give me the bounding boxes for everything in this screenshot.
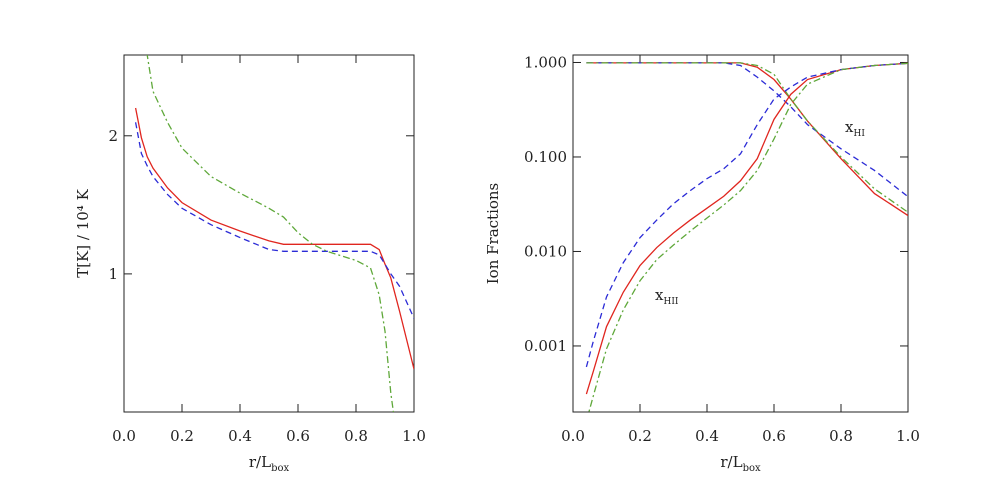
data-line <box>588 62 908 412</box>
y-axis-label: T[K] / 10⁴ K <box>74 188 92 277</box>
data-line <box>134 122 414 319</box>
x-tick-label: 0.4 <box>228 427 252 445</box>
data-line <box>585 62 908 395</box>
data-line <box>585 62 908 368</box>
annotation: xHI <box>845 118 865 139</box>
data-line <box>134 107 414 370</box>
annotation: xHII <box>655 286 679 307</box>
series-group <box>585 62 908 412</box>
y-tick-label: 1.000 <box>524 53 567 71</box>
x-axis-label: r/Lbox <box>720 453 761 474</box>
x-tick-label: 1.0 <box>402 427 426 445</box>
x-axis-label-sub: box <box>743 463 761 474</box>
data-line <box>586 62 908 217</box>
x-tick-label: 0.0 <box>561 427 585 445</box>
y-tick-label: 0.010 <box>524 242 567 260</box>
x-tick-label: 0.2 <box>628 427 652 445</box>
x-tick-label: 0.8 <box>829 427 853 445</box>
x-tick-label: 0.4 <box>695 427 719 445</box>
y-tick-label: 0.001 <box>524 337 567 355</box>
series-group <box>134 55 414 412</box>
y-tick-label: 2 <box>108 127 118 145</box>
x-axis-label-sub: box <box>271 463 289 474</box>
x-axis-label-text: r/L <box>720 453 742 471</box>
data-line <box>146 55 395 412</box>
x-axis-label-text: r/L <box>249 453 271 471</box>
plot-frame <box>123 54 415 413</box>
x-tick-label: 1.0 <box>896 427 920 445</box>
x-tick-label: 0.8 <box>344 427 368 445</box>
x-tick-label: 0.2 <box>170 427 194 445</box>
plot-frame <box>572 54 909 413</box>
y-axis-label: Ion Fractions <box>484 183 502 285</box>
y-tick-label: 1 <box>108 265 118 283</box>
data-line <box>586 62 908 213</box>
x-tick-label: 0.6 <box>762 427 786 445</box>
x-tick-label: 0.0 <box>112 427 136 445</box>
y-tick-label: 0.100 <box>524 148 567 166</box>
x-axis-label: r/Lbox <box>249 453 290 474</box>
x-tick-label: 0.6 <box>286 427 310 445</box>
